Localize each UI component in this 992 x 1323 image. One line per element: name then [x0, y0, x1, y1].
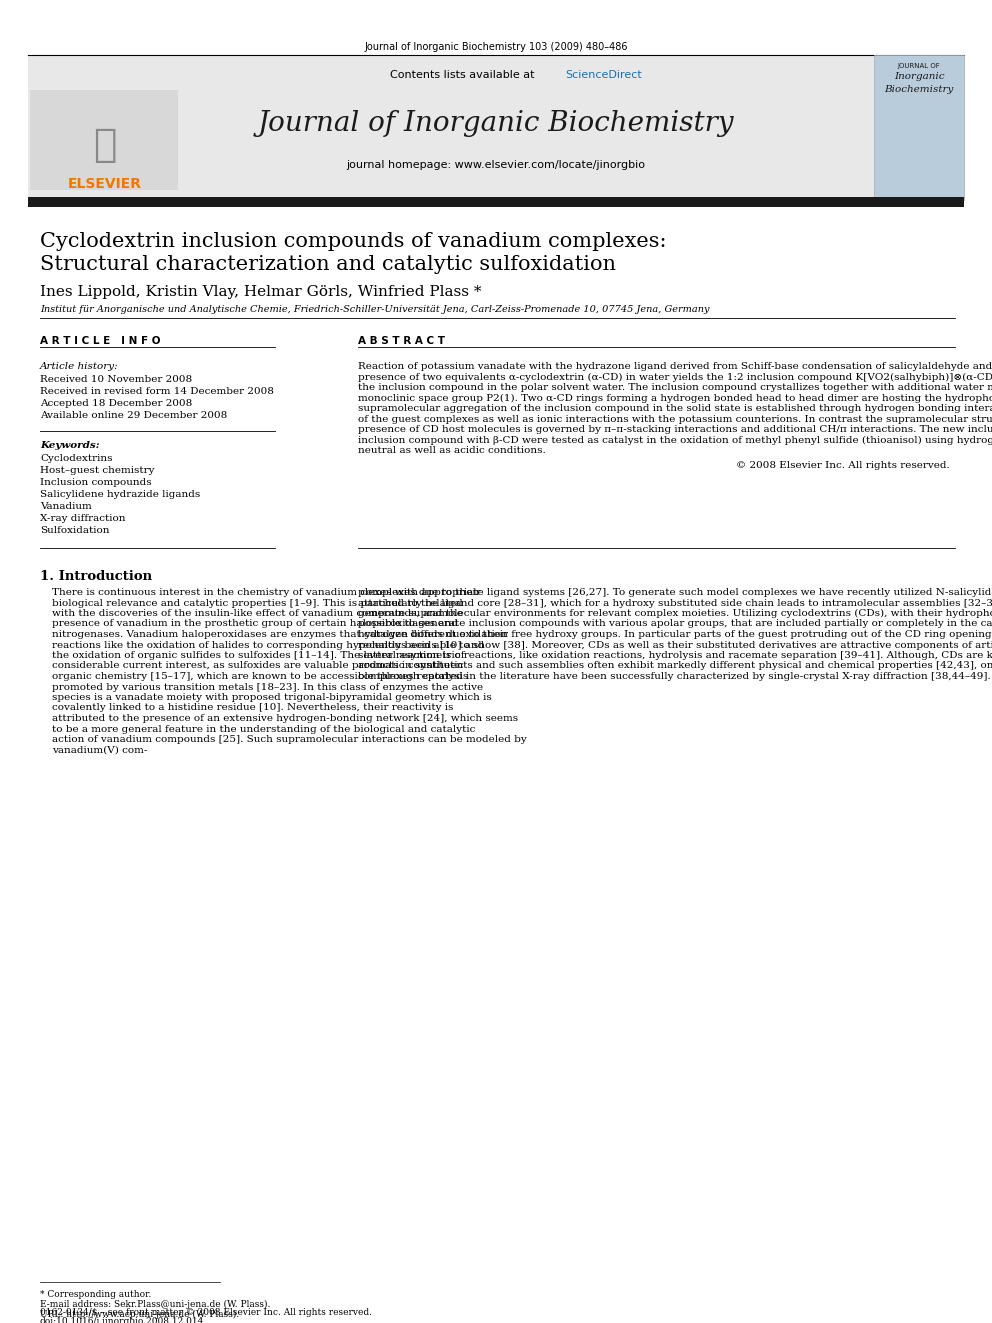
Text: Article history:: Article history: [40, 363, 119, 370]
Text: 1. Introduction: 1. Introduction [40, 570, 152, 583]
Text: Salicylidene hydrazide ligands: Salicylidene hydrazide ligands [40, 490, 200, 499]
Text: organic chemistry [15–17], which are known to be accessible through catalysis: organic chemistry [15–17], which are kno… [52, 672, 468, 681]
Text: attached to the ligand core [28–31], which for a hydroxy substituted side chain : attached to the ligand core [28–31], whi… [358, 598, 992, 607]
Text: Ines Lippold, Kristin Vlay, Helmar Görls, Winfried Plass *: Ines Lippold, Kristin Vlay, Helmar Görls… [40, 284, 481, 299]
Text: © 2008 Elsevier Inc. All rights reserved.: © 2008 Elsevier Inc. All rights reserved… [736, 460, 950, 470]
Text: plexes with appropriate ligand systems [26,27]. To generate such model complexes: plexes with appropriate ligand systems [… [358, 587, 992, 597]
Text: reactions like the oxidation of halides to corresponding hypohalous acids [10] a: reactions like the oxidation of halides … [52, 640, 484, 650]
Bar [30, 90, 178, 191]
Text: There is continuous interest in the chemistry of vanadium complexes due to their: There is continuous interest in the chem… [52, 587, 481, 597]
Text: Inclusion compounds: Inclusion compounds [40, 478, 152, 487]
Text: Journal of Inorganic Biochemistry: Journal of Inorganic Biochemistry [258, 110, 734, 138]
Text: neutral as well as acidic conditions.: neutral as well as acidic conditions. [358, 446, 546, 455]
Text: Reaction of potassium vanadate with the hydrazone ligand derived from Schiff-bas: Reaction of potassium vanadate with the … [358, 363, 992, 372]
Text: species is a vanadate moiety with proposed trigonal-bipyramidal geometry which i: species is a vanadate moiety with propos… [52, 693, 492, 703]
Bar [28, 56, 964, 200]
Text: hydrogen bonds due to their free hydroxy groups. In particular parts of the gues: hydrogen bonds due to their free hydroxy… [358, 630, 992, 639]
Text: * Corresponding author.: * Corresponding author. [40, 1290, 152, 1299]
Text: to be a more general feature in the understanding of the biological and catalyti: to be a more general feature in the unde… [52, 725, 475, 733]
Text: Contents lists available at: Contents lists available at [390, 70, 538, 79]
Text: inclusion compound with β-CD were tested as catalyst in the oxidation of methyl : inclusion compound with β-CD were tested… [358, 435, 992, 445]
Text: possible to generate inclusion compounds with various apolar groups, that are in: possible to generate inclusion compounds… [358, 619, 992, 628]
Text: Structural characterization and catalytic sulfoxidation: Structural characterization and catalyti… [40, 255, 616, 274]
Text: Accepted 18 December 2008: Accepted 18 December 2008 [40, 400, 192, 407]
Text: vanadium(V) com-: vanadium(V) com- [52, 745, 148, 754]
Text: aromatic constituents and such assemblies often exhibit markedly different physi: aromatic constituents and such assemblie… [358, 662, 992, 671]
Text: ScienceDirect: ScienceDirect [565, 70, 642, 79]
Text: URL: http://www.acp.uni-jena.de (W. Plass).: URL: http://www.acp.uni-jena.de (W. Plas… [40, 1310, 239, 1319]
Text: Inorganic: Inorganic [894, 71, 944, 81]
Text: Sulfoxidation: Sulfoxidation [40, 527, 109, 534]
Text: supramolecular aggregation of the inclusion compound in the solid state is estab: supramolecular aggregation of the inclus… [358, 404, 992, 413]
Text: several asymmetric reactions, like oxidation reactions, hydrolysis and racemate : several asymmetric reactions, like oxida… [358, 651, 992, 660]
Text: covalently linked to a histidine residue [10]. Nevertheless, their reactivity is: covalently linked to a histidine residue… [52, 704, 453, 713]
Text: monoclinic space group P2(1). Two α-CD rings forming a hydrogen bonded head to h: monoclinic space group P2(1). Two α-CD r… [358, 393, 992, 402]
Text: journal homepage: www.elsevier.com/locate/jinorgbio: journal homepage: www.elsevier.com/locat… [346, 160, 646, 169]
Text: considerable current interest, as sulfoxides are valuable products in synthetic: considerable current interest, as sulfox… [52, 662, 463, 671]
Bar [874, 56, 964, 200]
Text: 🌳: 🌳 [93, 126, 117, 164]
Text: presence of CD host molecules is governed by π–π-stacking interactions and addit: presence of CD host molecules is governe… [358, 425, 992, 434]
Text: Available online 29 December 2008: Available online 29 December 2008 [40, 411, 227, 419]
Text: ELSEVIER: ELSEVIER [68, 177, 142, 191]
Text: Institut für Anorganische und Analytische Chemie, Friedrich-Schiller-Universität: Institut für Anorganische und Analytisch… [40, 306, 709, 314]
Text: A B S T R A C T: A B S T R A C T [358, 336, 445, 347]
Text: the inclusion compound in the polar solvent water. The inclusion compound crysta: the inclusion compound in the polar solv… [358, 382, 992, 392]
Text: Cyclodextrin inclusion compounds of vanadium complexes:: Cyclodextrin inclusion compounds of vana… [40, 232, 667, 251]
Text: 0162-0134/$ – see front matter © 2008 Elsevier Inc. All rights reserved.: 0162-0134/$ – see front matter © 2008 El… [40, 1308, 372, 1316]
Text: Vanadium: Vanadium [40, 501, 91, 511]
Text: the oxidation of organic sulfides to sulfoxides [11–14]. The latter reaction is : the oxidation of organic sulfides to sul… [52, 651, 464, 660]
Text: generate supramolecular environments for relevant complex moieties. Utilizing cy: generate supramolecular environments for… [358, 609, 992, 618]
Text: X-ray diffraction: X-ray diffraction [40, 515, 126, 523]
Text: Received 10 November 2008: Received 10 November 2008 [40, 374, 192, 384]
Bar [28, 197, 964, 206]
Text: presence of vanadium in the prosthetic group of certain haloperoxidases and: presence of vanadium in the prosthetic g… [52, 619, 458, 628]
Text: Journal of Inorganic Biochemistry 103 (2009) 480–486: Journal of Inorganic Biochemistry 103 (2… [364, 42, 628, 52]
Text: Biochemistry: Biochemistry [884, 85, 953, 94]
Text: JOURNAL OF: JOURNAL OF [898, 64, 940, 69]
Text: biological relevance and catalytic properties [1–9]. This is particularly relate: biological relevance and catalytic prope… [52, 598, 462, 607]
Text: with the discoveries of the insulin-like effect of vanadium compounds, and the: with the discoveries of the insulin-like… [52, 609, 463, 618]
Text: presence of two equivalents α-cyclodextrin (α-CD) in water yields the 1:2 inclus: presence of two equivalents α-cyclodextr… [358, 373, 992, 381]
Text: complexes reported in the literature have been successfully characterized by sin: complexes reported in the literature hav… [358, 672, 991, 681]
Text: of the guest complexes as well as ionic interactions with the potassium counteri: of the guest complexes as well as ionic … [358, 414, 992, 423]
Text: attributed to the presence of an extensive hydrogen-bonding network [24], which : attributed to the presence of an extensi… [52, 714, 518, 722]
Text: Keywords:: Keywords: [40, 441, 99, 450]
Text: Cyclodextrins: Cyclodextrins [40, 454, 112, 463]
Text: E-mail address: Sekr.Plass@uni-jena.de (W. Plass).: E-mail address: Sekr.Plass@uni-jena.de (… [40, 1301, 271, 1310]
Text: doi:10.1016/j.jinorgbio.2008.12.014: doi:10.1016/j.jinorgbio.2008.12.014 [40, 1316, 204, 1323]
Text: promoted by various transition metals [18–23]. In this class of enzymes the acti: promoted by various transition metals [1… [52, 683, 483, 692]
Text: nitrogenases. Vanadium haloperoxidases are enzymes that catalyze different oxida: nitrogenases. Vanadium haloperoxidases a… [52, 630, 508, 639]
Text: Received in revised form 14 December 2008: Received in revised form 14 December 200… [40, 388, 274, 396]
Text: recently been able to show [38]. Moreover, CDs as well as their substituted deri: recently been able to show [38]. Moreove… [358, 640, 992, 650]
Text: action of vanadium compounds [25]. Such supramolecular interactions can be model: action of vanadium compounds [25]. Such … [52, 736, 527, 744]
Text: Host–guest chemistry: Host–guest chemistry [40, 466, 155, 475]
Text: A R T I C L E   I N F O: A R T I C L E I N F O [40, 336, 161, 347]
